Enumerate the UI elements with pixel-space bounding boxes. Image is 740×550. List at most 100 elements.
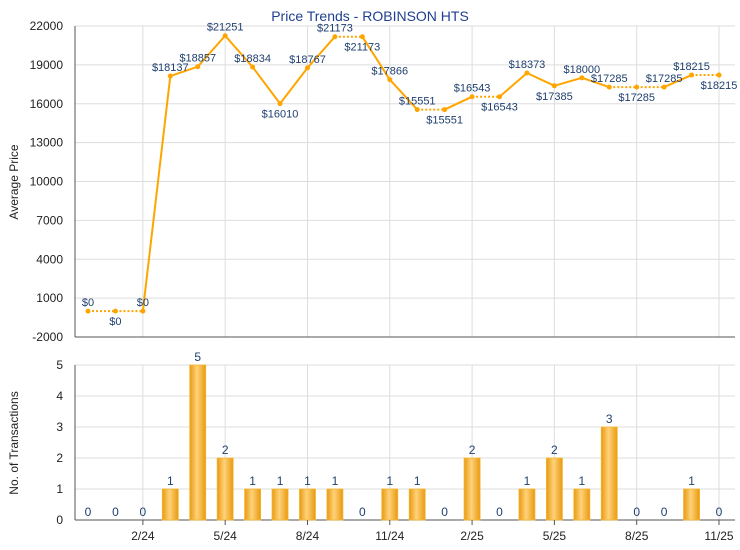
price-point: [85, 308, 91, 314]
price-point: [222, 33, 228, 39]
x-tick-label: 5/25: [543, 529, 567, 543]
price-data-label: $16543: [454, 83, 491, 95]
transaction-bar: [161, 488, 179, 521]
price-point: [716, 72, 722, 78]
transaction-bar: [326, 488, 344, 521]
transaction-bar: [518, 488, 536, 521]
price-point: [497, 94, 503, 100]
price-point: [250, 64, 256, 70]
price-point: [332, 34, 338, 40]
bar-data-label: 1: [277, 474, 284, 488]
bar-data-label: 1: [688, 474, 695, 488]
transaction-bar: [573, 488, 591, 521]
price-data-label: $17285: [646, 73, 683, 85]
price-line-segment: [224, 35, 254, 68]
y-tick-label: 7000: [36, 213, 63, 227]
x-tick-label: 8/25: [625, 529, 649, 543]
transaction-bar: [244, 488, 262, 521]
chart-title: Price Trends - ROBINSON HTS: [271, 8, 469, 24]
price-point: [304, 65, 310, 71]
price-line-segment: [663, 74, 692, 89]
bar-data-label: 1: [249, 474, 256, 488]
y-tick-label: 4000: [36, 252, 63, 266]
bar-data-label: 5: [194, 350, 201, 364]
x-tick-label: 11/24: [375, 529, 404, 543]
price-point: [414, 107, 420, 113]
transaction-bar: [408, 488, 426, 521]
price-data-label: $16543: [481, 102, 518, 114]
bar-data-label: 1: [524, 474, 531, 488]
bar-data-label: 2: [469, 443, 476, 457]
price-line-segment: [141, 75, 172, 312]
transaction-bar: [271, 488, 289, 521]
price-point: [634, 84, 640, 90]
price-line-segment: [251, 66, 281, 105]
price-data-label: $18137: [152, 62, 189, 74]
price-point: [579, 75, 585, 81]
bar-data-label: 0: [633, 505, 640, 519]
y-axis-label-transactions: No. of Transactions: [7, 391, 21, 494]
bar-data-label: 1: [414, 474, 421, 488]
price-data-label: $0: [82, 297, 94, 309]
price-line-segment: [169, 65, 199, 78]
price-data-label: $0: [137, 297, 149, 309]
price-data-label: $21173: [344, 42, 380, 54]
price-data-label: $15551: [426, 115, 463, 127]
y-tick-label: 1000: [36, 291, 63, 305]
price-point: [167, 73, 173, 79]
price-point: [442, 107, 448, 113]
price-point: [112, 308, 118, 314]
price-data-label: $16010: [262, 109, 299, 121]
price-line-segment: [306, 36, 336, 69]
price-data-label: $17285: [618, 92, 655, 104]
price-data-label: $18215: [701, 80, 738, 92]
price-line-segment: [526, 72, 555, 87]
price-line-segment: [554, 76, 583, 87]
bar-data-label: 0: [85, 505, 92, 519]
price-data-label: $15551: [399, 96, 436, 108]
price-data-label: $17285: [591, 73, 628, 85]
y-tick-label: -2000: [32, 330, 63, 344]
bar-data-label: 1: [386, 474, 393, 488]
y-tick-label: 2: [56, 451, 63, 465]
x-tick-label: 2/24: [131, 529, 155, 543]
price-point: [387, 77, 393, 83]
transaction-bar: [189, 364, 207, 521]
bar-data-label: 0: [496, 505, 503, 519]
price-line-segment: [196, 35, 226, 68]
price-point: [661, 84, 667, 90]
bar-data-label: 1: [332, 474, 339, 488]
bar-data-label: 0: [716, 505, 723, 519]
bar-data-label: 0: [661, 505, 668, 519]
x-tick-label: 11/25: [704, 529, 733, 543]
x-tick-label: 2/25: [460, 529, 484, 543]
price-data-label: $18373: [509, 59, 546, 71]
price-point: [195, 64, 201, 70]
price-line-segment: [498, 72, 528, 98]
transaction-bar: [545, 457, 563, 521]
y-tick-label: 10000: [30, 175, 64, 189]
price-point: [606, 84, 612, 90]
bar-data-label: 1: [167, 474, 174, 488]
y-tick-label: 3: [56, 420, 63, 434]
x-tick-label: 8/24: [296, 529, 320, 543]
transaction-bar: [299, 488, 316, 521]
bar-data-label: 1: [578, 474, 585, 488]
price-line-segment: [361, 36, 391, 81]
price-data-label: $18767: [289, 54, 326, 66]
y-tick-label: 1: [56, 482, 63, 496]
price-data-label: $18215: [673, 61, 710, 73]
price-point: [469, 94, 475, 100]
price-point: [524, 70, 530, 76]
y-axis-label-price: Average Price: [7, 144, 21, 219]
bar-data-label: 0: [140, 505, 147, 519]
y-tick-label: 19000: [30, 58, 64, 72]
price-data-label: $21251: [207, 22, 244, 34]
x-tick-label: 5/24: [213, 529, 237, 543]
y-tick-label: 4: [56, 389, 63, 403]
price-line-segment: [389, 78, 418, 111]
price-line-segment: [444, 95, 473, 111]
y-tick-label: 22000: [30, 19, 64, 33]
y-tick-label: 5: [56, 358, 63, 372]
